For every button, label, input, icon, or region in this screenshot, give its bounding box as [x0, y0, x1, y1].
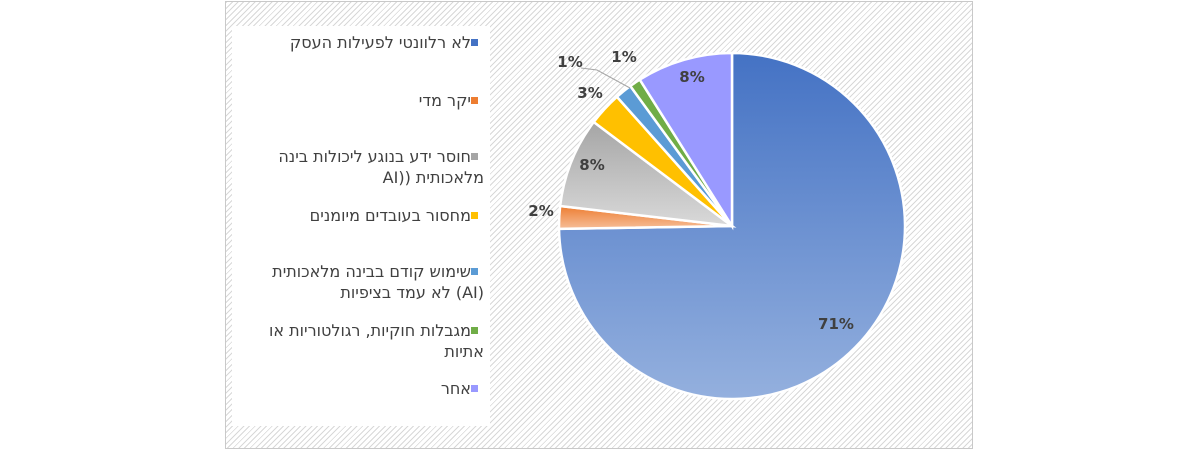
pie-slice	[558, 120, 737, 228]
legend-swatch	[471, 39, 478, 46]
data-label: 8%	[679, 68, 704, 86]
legend-swatch	[471, 268, 478, 275]
legend-item: מחסור בעובדים מיומנים	[244, 205, 484, 226]
legend-item: אחר	[244, 378, 484, 399]
data-label: 3%	[577, 84, 602, 102]
legend-label: מחסור בעובדים מיומנים	[309, 206, 471, 225]
legend-label: חוסר ידע בנוגע ליכולות בינה מלאכותית ((A…	[278, 147, 484, 187]
legend-swatch	[471, 153, 478, 160]
legend-label: יקר מדי	[418, 91, 471, 110]
legend-swatch	[471, 385, 478, 392]
leader-line	[580, 67, 631, 89]
legend-swatch	[471, 97, 478, 104]
data-label: 1%	[611, 48, 636, 66]
pie-labels: 71% 2% 8% 3% 1% 1% 8%	[528, 48, 854, 333]
data-label: 1%	[557, 53, 582, 71]
legend-swatch	[471, 327, 478, 334]
pie-slice	[638, 51, 734, 231]
legend-label: אחר	[440, 379, 471, 398]
data-label: 71%	[818, 315, 854, 333]
data-label: 8%	[579, 156, 604, 174]
legend-label: לא רלוונטי לפעילות העסק	[289, 33, 471, 52]
legend: לא רלוונטי לפעילות העסק יקר מדי חוסר ידע…	[232, 26, 490, 426]
legend-label: שימוש קודם בבינה מלאכותית (AI) לא עמד בצ…	[272, 262, 484, 302]
legend-item: חוסר ידע בנוגע ליכולות בינה מלאכותית ((A…	[244, 146, 484, 188]
legend-swatch	[471, 212, 478, 219]
legend-item: שימוש קודם בבינה מלאכותית (AI) לא עמד בצ…	[244, 261, 484, 303]
pie-slices	[557, 51, 907, 401]
data-label: 2%	[528, 202, 553, 220]
legend-item: לא רלוונטי לפעילות העסק	[244, 32, 484, 53]
legend-label: מגבלות חוקיות, רגולטוריות או אתיות	[269, 321, 484, 361]
legend-item: מגבלות חוקיות, רגולטוריות או אתיות	[244, 320, 484, 362]
legend-item: יקר מדי	[244, 90, 484, 111]
